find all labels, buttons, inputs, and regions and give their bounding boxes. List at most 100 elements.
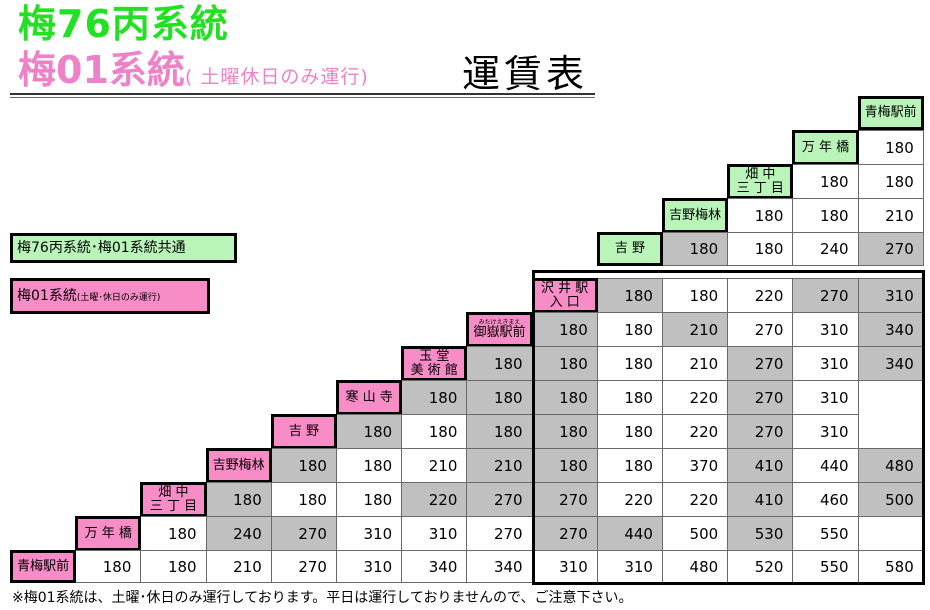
fare-cell: 180 <box>531 448 598 483</box>
fare-cell: 270 <box>857 232 924 266</box>
fare-cell: 370 <box>662 448 729 483</box>
stop-label: 畑 中 三 丁 目 <box>727 164 794 199</box>
stop-label: 吉 野 <box>270 414 337 449</box>
fare-cell: 270 <box>466 482 533 517</box>
fare-cell: 210 <box>466 448 533 483</box>
fare-cell: 270 <box>727 380 794 415</box>
fare-cell: 180 <box>336 482 403 517</box>
fare-cell: 270 <box>727 346 794 381</box>
fare-cell: 180 <box>140 550 207 583</box>
fare-cell: 220 <box>727 278 794 313</box>
stop-ruby: みたけえきまえ <box>478 319 521 326</box>
fare-cell: 340 <box>857 312 924 347</box>
stop-label: 寒 山 寺 <box>336 380 403 415</box>
fare-cell: 180 <box>662 278 729 313</box>
fare-cell: 310 <box>792 346 859 381</box>
fare-cell: 180 <box>336 448 403 483</box>
fare-cell: 180 <box>596 448 663 483</box>
fare-cell: 530 <box>727 516 794 551</box>
fare-cell: 550 <box>792 550 859 583</box>
route-weekend-label: 梅01系統 <box>18 48 185 92</box>
fare-cell: 180 <box>596 414 663 449</box>
fare-cell: 180 <box>401 380 468 415</box>
legend-weekend-note: (土曜･休日のみ運行) <box>76 293 161 303</box>
legend-weekend-label: 梅01系統 <box>17 288 77 304</box>
stop-label: 吉野梅林 <box>205 448 272 483</box>
fare-cell: 410 <box>727 448 794 483</box>
route-title-weekend: 梅01系統( 土曜休日のみ運行) <box>18 48 369 99</box>
fare-cell: 580 <box>857 550 924 583</box>
fare-cell: 240 <box>205 516 272 551</box>
stop-label: 沢 井 駅 入 口 <box>531 278 598 313</box>
footnote: ※梅01系統は、土曜･休日のみ運行しております。平日は運行しておりませんので、ご… <box>12 590 633 606</box>
fare-cell: 310 <box>792 380 859 415</box>
fare-cell: 180 <box>531 312 598 347</box>
fare-cell: 220 <box>662 414 729 449</box>
fare-cell: 310 <box>336 550 403 583</box>
fare-cell: 440 <box>792 448 859 483</box>
stop-label: 青梅駅前 <box>10 550 77 583</box>
fare-cell: 480 <box>662 550 729 583</box>
fare-cell: 180 <box>662 232 729 266</box>
fare-cell: 520 <box>727 550 794 583</box>
fare-cell: 270 <box>727 312 794 347</box>
fare-cell: 180 <box>401 414 468 449</box>
fare-cell: 210 <box>662 312 729 347</box>
fare-cell: 180 <box>270 482 337 517</box>
fare-cell: 220 <box>662 380 729 415</box>
legend-common-route: 梅76丙系統･梅01系統共通 <box>10 233 237 263</box>
fare-cell: 210 <box>401 448 468 483</box>
stop-label: 玉 堂 美 術 館 <box>401 346 468 381</box>
fare-cell: 410 <box>727 482 794 517</box>
fare-table-title: 運賃表 <box>462 52 589 96</box>
legend-weekend-route: 梅01系統(土曜･休日のみ運行) <box>10 278 210 314</box>
stop-label: 青梅駅前 <box>857 96 924 130</box>
fare-cell: 180 <box>857 130 924 165</box>
fare-cell: 270 <box>727 414 794 449</box>
stop-label: 吉野梅林 <box>662 198 729 233</box>
fare-cell: 180 <box>75 550 142 583</box>
fare-cell: 310 <box>531 550 598 583</box>
fare-cell: 220 <box>662 482 729 517</box>
stop-label: 万 年 橋 <box>75 516 142 551</box>
fare-cell: 310 <box>401 516 468 551</box>
fare-cell: 180 <box>792 198 859 233</box>
fare-cell: 180 <box>531 380 598 415</box>
fare-cell: 270 <box>270 550 337 583</box>
fare-cell: 210 <box>662 346 729 381</box>
title-underline <box>10 93 595 95</box>
fare-cell: 180 <box>596 278 663 313</box>
route-weekend-note: ( 土曜休日のみ運行) <box>184 66 369 88</box>
fare-cell: 240 <box>792 232 859 266</box>
fare-cell: 180 <box>531 346 598 381</box>
fare-cell: 340 <box>857 346 924 381</box>
fare-cell: 270 <box>531 516 598 551</box>
fare-cell: 180 <box>336 414 403 449</box>
fare-cell: 340 <box>466 550 533 583</box>
fare-cell: 550 <box>792 516 859 551</box>
fare-cell: 180 <box>596 312 663 347</box>
fare-cell: 180 <box>596 346 663 381</box>
fare-cell: 270 <box>466 516 533 551</box>
fare-cell: 180 <box>857 164 924 199</box>
fare-cell: 220 <box>596 482 663 517</box>
fare-cell: 180 <box>727 198 794 233</box>
fare-cell: 270 <box>531 482 598 517</box>
fare-cell: 310 <box>336 516 403 551</box>
fare-cell: 180 <box>270 448 337 483</box>
fare-cell: 180 <box>466 414 533 449</box>
stop-label: 万 年 橋 <box>792 130 859 165</box>
route-title-main: 梅76丙系統 <box>18 2 229 46</box>
fare-cell: 440 <box>596 516 663 551</box>
fare-cell: 500 <box>857 482 924 517</box>
fare-cell: 270 <box>792 278 859 313</box>
fare-cell: 460 <box>792 482 859 517</box>
fare-cell: 340 <box>401 550 468 583</box>
stop-label: みたけえきまえ 御嶽駅前 <box>466 312 533 347</box>
fare-cell: 180 <box>792 164 859 199</box>
fare-cell: 180 <box>596 380 663 415</box>
title-underline-thin <box>10 97 595 98</box>
fare-cell: 180 <box>531 414 598 449</box>
fare-cell: 310 <box>596 550 663 583</box>
fare-cell: 210 <box>205 550 272 583</box>
